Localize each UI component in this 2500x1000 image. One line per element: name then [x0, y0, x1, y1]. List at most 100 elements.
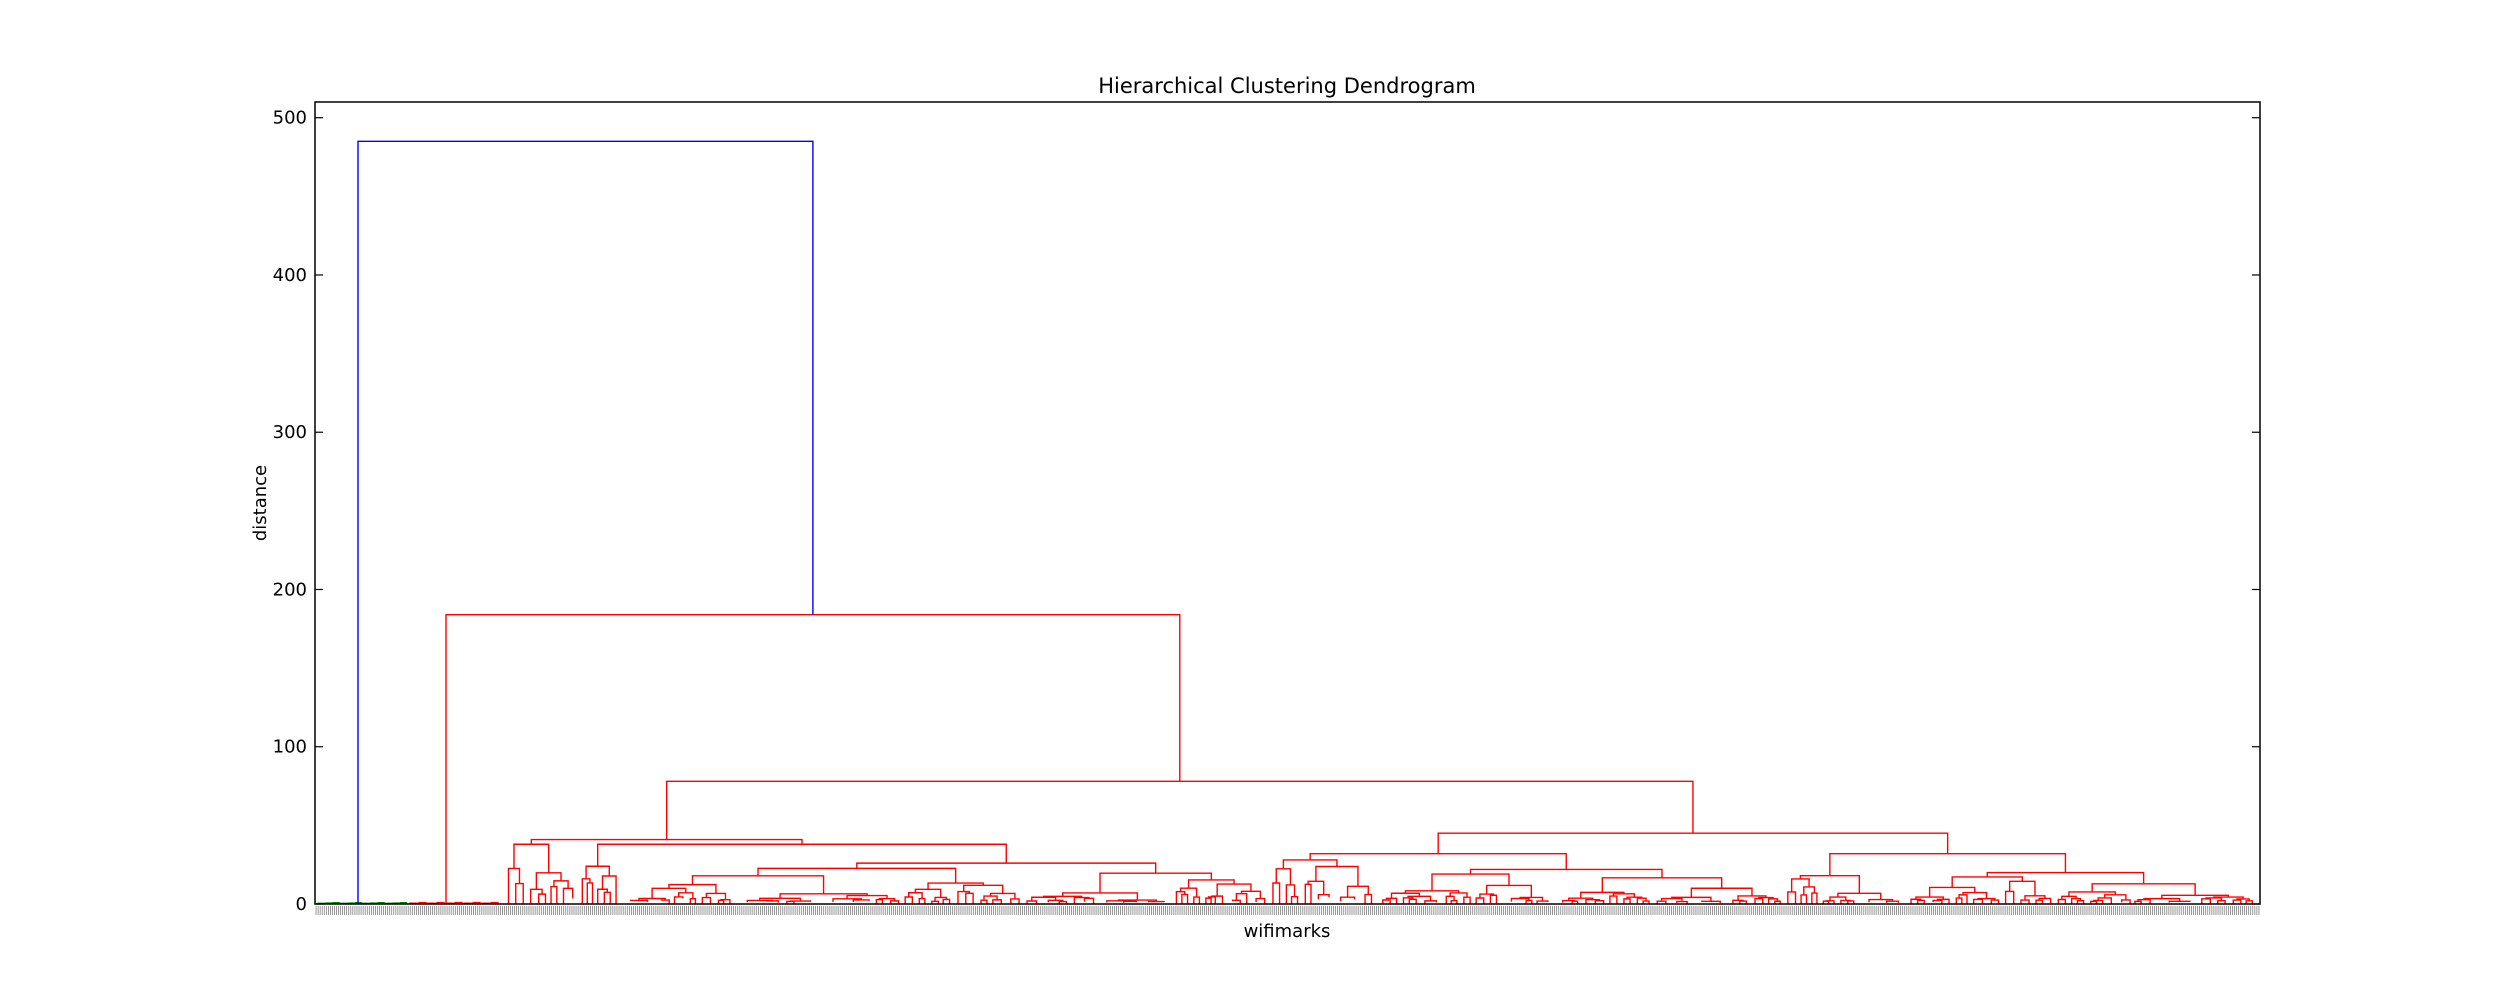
y-axis: 0 100 200 300 400 500	[273, 108, 2260, 915]
cluster-link	[890, 900, 900, 904]
cluster-link	[1955, 897, 1963, 904]
cluster-link	[1026, 900, 1038, 904]
cluster-link	[1424, 900, 1437, 904]
cluster-link	[1612, 893, 1636, 898]
cluster-link	[691, 875, 825, 894]
cluster-link	[1701, 900, 1721, 904]
cluster-link	[1660, 897, 1683, 902]
cluster-link	[1099, 872, 1213, 893]
cluster-link	[2090, 900, 2098, 904]
cluster-link	[1042, 895, 1083, 898]
cluster-link	[1106, 900, 1131, 903]
y-tick-label: 0	[296, 894, 307, 915]
chart-title: Hierarchical Clustering Dendrogram	[1098, 74, 1476, 98]
cluster-link	[1346, 885, 1369, 898]
cluster-link	[2134, 900, 2142, 904]
cluster-link	[2201, 898, 2211, 904]
cluster-link	[2020, 899, 2030, 904]
cluster-link	[1932, 899, 1943, 904]
y-axis-label: distance	[250, 465, 271, 541]
cluster-link	[1408, 898, 1417, 904]
cluster-link	[1800, 894, 1808, 904]
cluster-link	[1510, 897, 1530, 902]
cluster-link	[1737, 895, 1767, 901]
cluster-link	[1840, 899, 1852, 904]
cluster-link	[983, 895, 998, 901]
cluster-link	[1339, 896, 1356, 902]
cluster-link	[2236, 898, 2250, 901]
cluster-link	[1282, 859, 1338, 869]
cluster-link	[1519, 896, 1544, 902]
cluster-link	[515, 882, 524, 904]
cluster-link	[597, 888, 608, 904]
cluster-link	[1958, 894, 1968, 904]
cluster-link	[1275, 868, 1292, 885]
cluster-link	[1626, 896, 1643, 899]
cluster-link	[530, 838, 803, 845]
cluster-link	[1193, 896, 1201, 904]
cluster-link	[2070, 897, 2082, 904]
cluster-link	[1910, 898, 1922, 904]
leaf-tick-marks	[315, 906, 2260, 915]
cluster-link	[1787, 891, 1797, 904]
cluster-link	[1240, 890, 1262, 899]
cluster-link	[1936, 898, 1950, 904]
cluster-link	[1175, 891, 1186, 904]
cluster-link	[673, 896, 684, 904]
cluster-link	[942, 898, 951, 904]
cluster-link	[2004, 890, 2015, 904]
cluster-link	[914, 888, 942, 898]
cluster-link	[2008, 880, 2036, 896]
cluster-link	[651, 887, 687, 899]
cluster-link	[2168, 900, 2191, 903]
cluster-link	[931, 900, 940, 904]
cluster-link	[789, 900, 812, 902]
cluster-link	[1972, 898, 1984, 904]
cluster-link	[1739, 900, 1748, 904]
cluster-link	[603, 891, 611, 904]
cluster-link	[529, 888, 543, 904]
cluster-link	[1885, 900, 1900, 903]
cluster-link	[1774, 900, 1781, 904]
cluster-link	[1364, 893, 1373, 904]
cluster-link	[856, 862, 1157, 874]
cluster-link	[2217, 900, 2226, 904]
cluster-link	[1382, 899, 1391, 904]
cluster-link	[1469, 868, 1663, 878]
root-link	[357, 140, 814, 904]
y-tick-label: 100	[273, 737, 307, 758]
cluster-link	[2091, 883, 2196, 896]
cluster-link	[1642, 900, 1650, 904]
cluster-link	[1010, 898, 1020, 904]
cluster-link	[908, 892, 923, 899]
cluster-link	[1187, 879, 1235, 889]
cluster-link	[2068, 891, 2116, 897]
y-tick-label: 200	[273, 579, 307, 600]
cluster-link	[1058, 900, 1068, 904]
cluster-link	[1385, 897, 1398, 904]
cluster-link	[1585, 899, 1601, 904]
cluster-link	[1231, 899, 1241, 904]
y-tick-label: 300	[273, 422, 307, 443]
plot-frame	[314, 101, 2261, 905]
cluster-link	[638, 897, 666, 901]
cluster-link	[1811, 892, 1818, 904]
cluster-link	[1205, 897, 1212, 904]
cluster-link	[1475, 897, 1485, 904]
cluster-link	[1083, 897, 1095, 904]
cluster-link	[1207, 896, 1216, 904]
cluster-link	[629, 899, 649, 902]
y-tick-label: 500	[273, 108, 307, 129]
y-tick-label: 400	[273, 265, 307, 286]
cluster-link	[705, 892, 727, 900]
cluster-link	[957, 890, 971, 904]
cluster-link	[2024, 895, 2046, 901]
dendrogram-links	[317, 140, 2253, 905]
x-axis-label: wifimarks	[1244, 921, 1331, 942]
cluster-link	[1147, 900, 1165, 903]
cluster-link	[1562, 899, 1576, 903]
cluster-link	[980, 899, 988, 904]
cluster-link	[678, 892, 694, 899]
cluster-link	[1803, 886, 1816, 895]
